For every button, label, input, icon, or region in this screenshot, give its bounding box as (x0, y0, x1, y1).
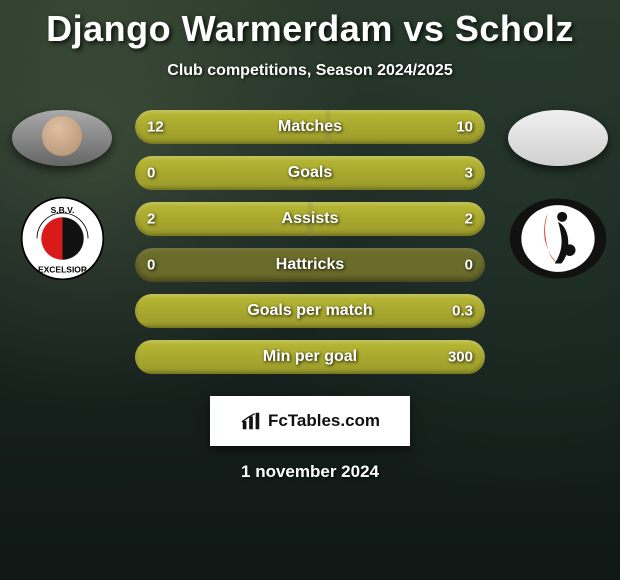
left-logo-text-top: S.B.V. (50, 205, 74, 215)
right-player-photo (508, 110, 608, 166)
stat-bar: 12 10 Matches (135, 110, 485, 144)
bar-label: Matches (278, 118, 342, 136)
bar-value-right: 3 (465, 165, 473, 182)
right-team-logo (508, 196, 608, 281)
brand-chart-icon (240, 410, 262, 432)
brand-text: FcTables.com (268, 411, 380, 431)
left-player-photo (12, 110, 112, 166)
date-text: 1 november 2024 (0, 462, 620, 482)
bar-value-left: 2 (147, 211, 155, 228)
left-logo-text-bottom: EXCELSIOR (37, 265, 86, 275)
bar-value-right: 2 (465, 211, 473, 228)
bar-label: Assists (282, 210, 339, 228)
bar-label: Goals per match (247, 302, 372, 320)
comparison-content: S.B.V. EXCELSIOR 12 10 Matches 0 3 Goals 2 2 Ass… (0, 110, 620, 374)
stat-bar: 0.3 Goals per match (135, 294, 485, 328)
bar-label: Min per goal (263, 348, 357, 366)
bar-value-left: 12 (147, 119, 164, 136)
stat-bar: 0 0 Hattricks (135, 248, 485, 282)
stat-bar: 0 3 Goals (135, 156, 485, 190)
subtitle: Club competitions, Season 2024/2025 (0, 62, 620, 80)
stat-bar: 300 Min per goal (135, 340, 485, 374)
bar-value-right: 10 (456, 119, 473, 136)
page-title: Django Warmerdam vs Scholz (0, 0, 620, 50)
left-side: S.B.V. EXCELSIOR (7, 110, 117, 281)
stat-bars: 12 10 Matches 0 3 Goals 2 2 Assists 0 0 Hattricks 0.… (135, 110, 485, 374)
left-team-logo: S.B.V. EXCELSIOR (20, 196, 105, 281)
bar-value-right: 0 (465, 257, 473, 274)
right-side (503, 110, 613, 281)
bar-value-left: 0 (147, 257, 155, 274)
bar-value-left: 0 (147, 165, 155, 182)
bar-value-right: 0.3 (452, 303, 473, 320)
bar-label: Hattricks (276, 256, 344, 274)
bar-label: Goals (288, 164, 332, 182)
stat-bar: 2 2 Assists (135, 202, 485, 236)
bar-value-right: 300 (448, 349, 473, 366)
brand-badge: FcTables.com (210, 396, 410, 446)
